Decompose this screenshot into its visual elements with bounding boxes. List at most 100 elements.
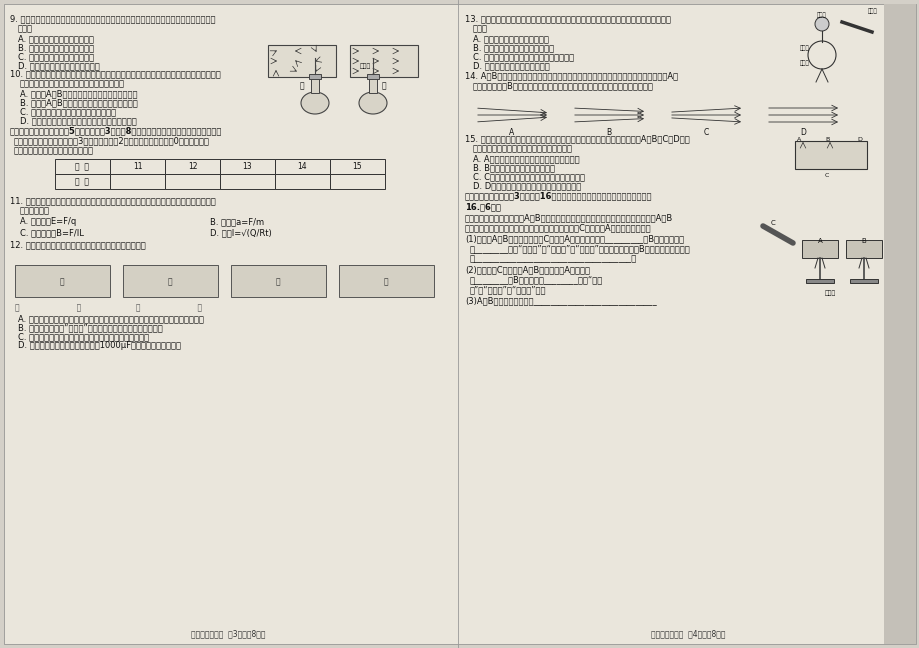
Text: D. 电流I=√(Q/Rt): D. 电流I=√(Q/Rt) (210, 228, 271, 237)
Text: B. 实验中A、B两条电阳丝应并联但阳值要求不同: B. 实验中A、B两条电阳丝应并联但阳值要求不同 (20, 98, 138, 107)
Text: 丁: 丁 (383, 277, 388, 286)
Text: 两个选项正确。全部选对的得3分，选不全的得2分，有错者或不答的得0分。请将正确: 两个选项正确。全部选对的得3分，选不全的得2分，有错者或不答的得0分。请将正确 (14, 136, 210, 145)
Text: 12: 12 (187, 162, 197, 171)
Text: 9. 如图是铁棒被磁化前、后内部各磁畴取向分布情况，根据所学的磁化知识判断下面说法正: 9. 如图是铁棒被磁化前、后内部各磁畴取向分布情况，根据所学的磁化知识判断下面说… (10, 14, 215, 23)
Bar (275, 174, 330, 189)
Text: 16.（6分）: 16.（6分） (464, 202, 500, 211)
Text: 橡胶棒: 橡胶棒 (867, 8, 877, 14)
Text: 金属箔: 金属箔 (823, 290, 834, 295)
Text: 丙: 丙 (276, 277, 280, 286)
Text: C. C笭头可表示导体内自由电子的定向运动方向: C. C笭头可表示导体内自由电子的定向运动方向 (472, 172, 584, 181)
Text: 金属球: 金属球 (816, 12, 826, 17)
Circle shape (814, 17, 828, 31)
Text: 14. A、B是一条电场线上的两个点，一带电的微粒仅在静电力作用下以一定的初速度今A点: 14. A、B是一条电场线上的两个点，一带电的微粒仅在静电力作用下以一定的初速度… (464, 71, 677, 80)
Text: 确的是: 确的是 (18, 24, 33, 33)
Text: C: C (824, 173, 828, 178)
Text: 甲: 甲 (60, 277, 64, 286)
Text: A. 电场强度E=F/q: A. 电场强度E=F/q (20, 217, 76, 226)
Text: C. 丙图中电容器与电源相连，此时电容器正处于放电过程: C. 丙图中电容器与电源相连，此时电容器正处于放电过程 (18, 332, 149, 341)
Text: 11: 11 (132, 162, 142, 171)
Text: A: A (817, 238, 822, 244)
Text: 高二物理（文）  第3页（共8页）: 高二物理（文） 第3页（共8页） (190, 629, 265, 638)
Text: 12. 关于以下四幅图中各元器件的功能的说法中，正确的是: 12. 关于以下四幅图中各元器件的功能的说法中，正确的是 (10, 240, 145, 249)
Text: 11. 用比值定义物理量是物理学中一种很重要的思想方法，下列物理量中运用比值定义法定: 11. 用比值定义物理量是物理学中一种很重要的思想方法，下列物理量中运用比值定义… (10, 196, 216, 205)
Text: 选项前的字母填在下表内相应位置。: 选项前的字母填在下表内相应位置。 (14, 146, 94, 155)
Text: B: B (824, 137, 828, 142)
Text: A: A (796, 137, 800, 142)
Text: B: B (861, 238, 866, 244)
Text: C. 实验中两个烧瓶里的煤油质量必须相等: C. 实验中两个烧瓶里的煤油质量必须相等 (20, 107, 116, 116)
Text: 下部的金属箔均是闭合。现将用丝绸摩擦过的玻璃棒C移近导体A，回答下列问题：: 下部的金属箔均是闭合。现将用丝绸摩擦过的玻璃棒C移近导体A，回答下列问题： (464, 223, 651, 232)
Text: B: B (606, 128, 611, 137)
Text: 10. 如图是研究电流热效应的实验装置，实验过程中采用了控制变量法，现为了比较在相同时: 10. 如图是研究电流热效应的实验装置，实验过程中采用了控制变量法，现为了比较在… (10, 69, 221, 78)
Bar (805, 279, 834, 283)
Bar (349, 45, 417, 77)
Bar (309, 74, 321, 79)
Bar (231, 265, 325, 297)
Text: D. 实验探究的结论是电阳丝产生热量跟电阳成反比: D. 实验探究的结论是电阳丝产生热量跟电阳成反比 (20, 116, 137, 125)
Text: 15. 如图所示，一段导体棒与电源相连，组成闭合电路，图中在导体周边画有A、B、C、D四个: 15. 如图所示，一段导体棒与电源相连，组成闭合电路，图中在导体周边画有A、B、… (464, 134, 689, 143)
Bar (165, 174, 220, 189)
Text: C. 金属箔片张开的原因是同种电荷相互排斥: C. 金属箔片张开的原因是同种电荷相互排斥 (472, 52, 573, 61)
Text: 乙: 乙 (167, 277, 172, 286)
Bar (845, 240, 881, 258)
Bar (330, 159, 384, 174)
Text: 间、相同电流的情况下发热量与电阳的关系，则: 间、相同电流的情况下发热量与电阳的关系，则 (20, 79, 125, 88)
Bar (15, 265, 110, 297)
Bar (123, 265, 218, 297)
Bar (110, 159, 165, 174)
Text: A. A笭头可表示导体中的电流产生的磁场方向: A. A笭头可表示导体中的电流产生的磁场方向 (472, 154, 579, 163)
Bar (110, 174, 165, 189)
Text: A. 实验中A、B两条电阳丝应串联并确保阳值相同: A. 实验中A、B两条电阳丝应串联并确保阳值相同 (20, 89, 137, 98)
Text: 箔________（填“带正电”、“带负电”、“不带电”）。若再用手接触B，此时观察到的现象: 箔________（填“带正电”、“带负电”、“不带电”）。若再用手接触B，此时… (470, 244, 690, 253)
Bar (367, 74, 379, 79)
Text: 乙: 乙 (381, 81, 386, 90)
Text: 义的物理量是: 义的物理量是 (20, 206, 50, 215)
Text: 金属杆: 金属杆 (800, 45, 809, 51)
Text: 题  号: 题 号 (75, 162, 89, 171)
Text: 温度计: 温度计 (359, 63, 370, 69)
Text: 确的是: 确的是 (472, 24, 487, 33)
Ellipse shape (358, 92, 387, 114)
Text: B. 乙图所示装置的“菱顿瓶”，可以用来检验物体是否带有电荷: B. 乙图所示装置的“菱顿瓶”，可以用来检验物体是否带有电荷 (18, 323, 163, 332)
Text: A: A (509, 128, 514, 137)
Text: 甲                        乙                       丙                        丁: 甲 乙 丙 丁 (15, 303, 202, 312)
Text: 笭头，关于笭头所指方向，下列说法正确的是: 笭头，关于笭头所指方向，下列说法正确的是 (472, 144, 573, 153)
Ellipse shape (301, 92, 329, 114)
Text: A. 金属箔片所带的电荷为负电荷: A. 金属箔片所带的电荷为负电荷 (472, 34, 549, 43)
Text: C: C (703, 128, 708, 137)
Text: D. 金属箔片与金属球带异种电荷: D. 金属箔片与金属球带异种电荷 (472, 61, 550, 70)
Text: A. 甲图所示的可变电容器，动片旋出时可以使其与定片正对面积变小，电容会变小: A. 甲图所示的可变电容器，动片旋出时可以使其与定片正对面积变小，电容会变小 (18, 314, 204, 323)
Bar (165, 159, 220, 174)
Bar (220, 159, 275, 174)
Bar (267, 45, 335, 77)
Text: B. 乙图是磁化前的磁畴取向分布: B. 乙图是磁化前的磁畴取向分布 (18, 43, 94, 52)
Bar (369, 77, 377, 93)
Text: B. B笭头可表示导体内电流的方向: B. B笭头可表示导体内电流的方向 (472, 163, 554, 172)
Text: 电”、“带负电”、“不带电”）；: 电”、“带负电”、“不带电”）； (470, 285, 546, 294)
Text: 取一对用绕缘柱支撑的导体A和B，使它们彼此接触，起初它们不带电，分别贴在导体A、B: 取一对用绕缘柱支撑的导体A和B，使它们彼此接触，起初它们不带电，分别贴在导体A、… (464, 213, 673, 222)
Bar (883, 4, 915, 644)
Text: (2)若先移去C，然后把A和B分开，此时A导体金属: (2)若先移去C，然后把A和B分开，此时A导体金属 (464, 265, 589, 274)
Text: D. 丁图所示的电容器，它表面所标1000μF表示电容器电容的大小: D. 丁图所示的电容器，它表面所标1000μF表示电容器电容的大小 (18, 341, 181, 350)
Text: (1)若先把A和B分开，然后移去C，此时A导体上的金属箔_________，B导体上的金属: (1)若先把A和B分开，然后移去C，此时A导体上的金属箔_________，B导… (464, 234, 684, 243)
Text: 13: 13 (243, 162, 252, 171)
Text: 答  案: 答 案 (75, 177, 89, 186)
Text: 沿电场线运动到B点，运动过程中加速度逐渐减小。则此电场的电场线分布可能是: 沿电场线运动到B点，运动过程中加速度逐渐减小。则此电场的电场线分布可能是 (472, 81, 653, 90)
Text: A. 甲图是磁化前的磁畴取向分布: A. 甲图是磁化前的磁畴取向分布 (18, 34, 94, 43)
Text: 高二物理（文）  第4页（共8页）: 高二物理（文） 第4页（共8页） (650, 629, 724, 638)
Bar (330, 174, 384, 189)
Text: 箔________，B导体金属箔________（填“带正: 箔________，B导体金属箔________（填“带正 (470, 275, 603, 284)
Text: 三、实验题：本题包含3小题，八16分。请将答案填在题中横线上或按要求作答。: 三、实验题：本题包含3小题，八16分。请将答案填在题中横线上或按要求作答。 (464, 191, 652, 200)
Text: (3)A、B导体带电的实质是_____________________________: (3)A、B导体带电的实质是__________________________… (464, 296, 656, 305)
Bar (55, 174, 110, 189)
Text: 15: 15 (352, 162, 362, 171)
Text: B. 加速度a=F/m: B. 加速度a=F/m (210, 217, 264, 226)
Bar (55, 159, 110, 174)
Text: C. 铁棒被磁化后将无法消除磁性: C. 铁棒被磁化后将无法消除磁性 (18, 52, 94, 61)
Text: 金属箔: 金属箔 (800, 60, 809, 65)
Text: 二、多项选择题：本题包含5小题，每小题3分，共8分。在每小题给出的四个选项中，至少有: 二、多项选择题：本题包含5小题，每小题3分，共8分。在每小题给出的四个选项中，至… (10, 126, 222, 135)
Text: D: D (857, 137, 861, 142)
Text: D. D笭夤可表示导体中的电流产生的磁场方向: D. D笭夤可表示导体中的电流产生的磁场方向 (472, 181, 581, 190)
Text: 是_____________________________________；: 是_____________________________________； (470, 254, 637, 263)
